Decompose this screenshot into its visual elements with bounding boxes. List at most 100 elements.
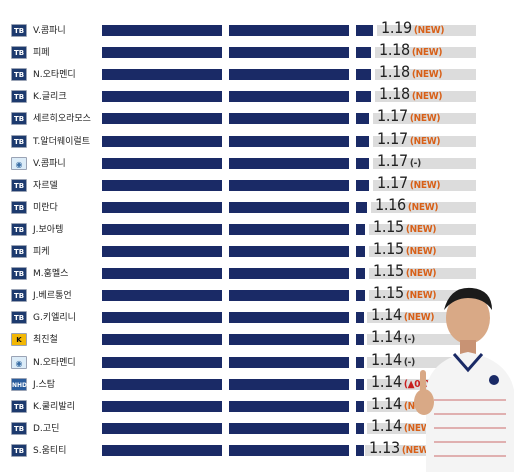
bar-segment [102, 400, 222, 412]
bar-segment [102, 47, 222, 59]
data-label: 1.15 (NEW) [373, 217, 436, 236]
ranking-row: TB T.알더웨이럴트 1.17 (NEW) [0, 129, 520, 153]
data-label: 1.14(NEW) [371, 416, 434, 435]
player-name: 피케 [33, 247, 50, 257]
change-text: (NEW) [411, 47, 443, 59]
bar-segment [229, 201, 349, 213]
value-text: 1.17 [377, 150, 408, 170]
bar-segment [102, 268, 222, 280]
value-text: 1.15 [373, 283, 404, 303]
bar-segment [356, 356, 364, 368]
bar-segment [102, 223, 222, 235]
player-name: V.콤파니 [33, 26, 66, 36]
team-badge: TB [11, 245, 27, 258]
data-label: 1.17 (NEW) [377, 106, 440, 125]
data-label: 1.18 (NEW) [379, 62, 442, 81]
bar-segment [356, 290, 365, 302]
value-bar [102, 334, 476, 346]
data-label: 1.18 (NEW) [379, 40, 442, 59]
player-name: 자르델 [33, 180, 58, 191]
bar-segment [102, 444, 222, 456]
ranking-row: ◉ V.콤파니 1.17 (-) [0, 150, 520, 175]
bar-remainder [373, 157, 476, 169]
ranking-row: TB 피케 1.15 (NEW) [0, 239, 520, 263]
bar-segment [356, 157, 369, 169]
bar-segment [229, 378, 349, 390]
ranking-row: TB 미란다 1.16 (NEW) [0, 194, 520, 219]
team-badge: TB [11, 421, 27, 435]
player-name: N.오타멘디 [33, 357, 76, 368]
bar-segment [102, 290, 222, 302]
bar-segment [229, 444, 349, 456]
ranking-row: TB D.고딘 1.14 (NEW) [0, 416, 520, 440]
ranking-row: TB J.보아텡 1.15 (NEW) [0, 217, 520, 241]
team-badge: TB [11, 68, 27, 82]
change-text: (NEW) [409, 113, 441, 125]
bar-segment [356, 201, 367, 213]
ranking-row: TB 자르델 1.17 (NEW) [0, 173, 520, 197]
team-badge: TB [11, 311, 27, 325]
change-text: (NEW) [401, 444, 433, 456]
value-bar [102, 157, 476, 169]
bar-segment [102, 422, 222, 434]
value-text: 1.14 [371, 371, 402, 391]
bar-remainder [371, 201, 476, 213]
value-text: 1.15 [373, 216, 404, 236]
bar-remainder [369, 246, 476, 257]
team-badge: TB [11, 112, 27, 126]
team-badge: TB [11, 200, 27, 214]
change-text: (NEW) [405, 246, 437, 257]
player-name: N.오타멘디 [33, 70, 76, 81]
value-bar [102, 69, 476, 81]
bar-segment [356, 113, 369, 125]
bar-segment [356, 400, 364, 412]
value-text: 1.16 [375, 194, 406, 214]
bar-segment [229, 290, 349, 302]
change-text: (NEW) [411, 69, 443, 81]
value-bar [102, 135, 476, 147]
bar-segment [102, 135, 222, 147]
bar-segment [102, 113, 222, 125]
bar-remainder [373, 113, 476, 125]
data-label: 1.15 (NEW) [373, 283, 436, 302]
bar-remainder [369, 223, 476, 235]
value-text: 1.15 [373, 239, 404, 258]
value-text: 1.19 [381, 18, 412, 37]
player-name: K.글리크 [33, 92, 67, 103]
value-bar [102, 312, 476, 324]
value-bar [102, 246, 476, 257]
bar-remainder [373, 179, 476, 191]
bar-segment [229, 25, 349, 36]
bar-remainder [375, 91, 476, 103]
value-text: 1.18 [379, 84, 410, 104]
bar-remainder [367, 312, 476, 324]
player-name: 미란다 [33, 202, 58, 213]
bar-remainder [375, 47, 476, 59]
bar-segment [356, 91, 371, 103]
team-badge: ◉ [11, 355, 27, 369]
bar-segment [229, 223, 349, 235]
value-bar [102, 201, 476, 213]
bar-segment [102, 378, 222, 390]
ranking-row: K 최진철 1.14 (-) [0, 327, 520, 351]
ranking-row: TB 세르히오라모스 1.17 (NEW) [0, 106, 520, 130]
bar-remainder [365, 444, 476, 456]
player-name: T.알더웨이럴트 [33, 136, 90, 147]
team-badge: TB [11, 134, 27, 148]
change-text: (NEW) [403, 312, 435, 324]
ranking-row: TB K.글리크 1.18 (NEW) [0, 84, 520, 108]
ranking-row: TB G.키엘리니 1.14 (NEW) [0, 305, 520, 329]
bar-segment [229, 47, 349, 59]
change-text: (NEW) [403, 422, 435, 434]
value-text: 1.14 [371, 305, 402, 325]
value-text: 1.14 [371, 393, 402, 413]
value-text: 1.18 [379, 40, 410, 60]
player-name: G.키엘리니 [33, 313, 76, 324]
bar-segment [102, 201, 222, 213]
team-badge: TB [11, 24, 27, 37]
bar-segment [356, 444, 364, 456]
bar-segment [229, 135, 349, 147]
bar-remainder [367, 422, 476, 434]
team-badge: TB [11, 90, 27, 104]
